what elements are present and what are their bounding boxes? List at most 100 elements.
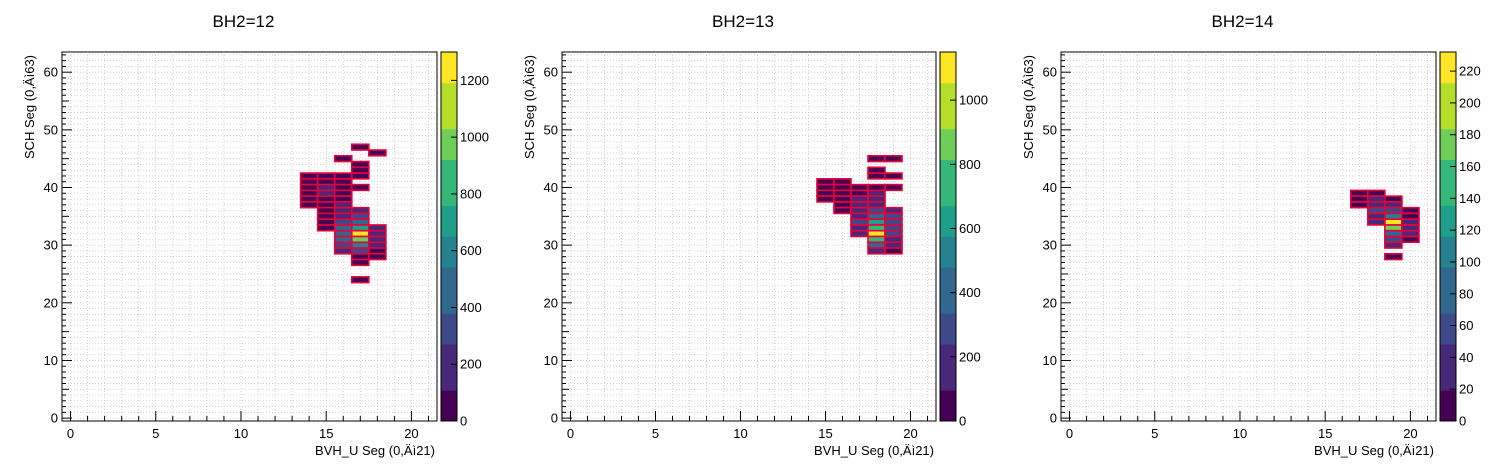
heatmap-cells	[1349, 189, 1420, 261]
color-bar: 0 200 400 600 800 1000	[939, 51, 988, 429]
color-bar-band	[1440, 67, 1456, 84]
color-bar-tick-label: 1200	[460, 73, 489, 88]
color-bar-band	[940, 267, 956, 284]
heatmap-cell	[368, 241, 387, 249]
heatmap-cell	[1384, 241, 1403, 249]
color-bar-band	[441, 98, 457, 114]
heatmap-cell	[299, 201, 319, 209]
y-tick-label: 0	[51, 411, 58, 426]
y-tick-label: 40	[544, 180, 558, 195]
heatmap-cells	[816, 154, 903, 255]
color-bar-tick-label: 0	[460, 414, 467, 429]
x-axis: 0 5 10 15 20	[1066, 411, 1428, 441]
color-bar-band	[441, 236, 457, 253]
heatmap-cell	[884, 235, 903, 244]
y-axis-label: SCH Seg (0,Äì63)	[1021, 55, 1036, 159]
color-bar-band	[1440, 175, 1456, 191]
heatmap-cell	[333, 229, 353, 238]
color-bar-band	[1440, 98, 1456, 114]
heatmap-cell	[816, 178, 835, 186]
heatmap-cell	[884, 229, 903, 238]
heatmap-cell	[333, 241, 353, 249]
x-tick-label: 10	[733, 426, 747, 441]
grid-lines	[562, 52, 936, 421]
heatmap-cell	[867, 195, 886, 203]
heatmap-cells	[299, 143, 387, 284]
heatmap-cell	[350, 276, 370, 284]
heatmap-cell	[867, 206, 886, 215]
y-axis: 0 10 20 30 40 50 60	[44, 54, 72, 426]
heatmap-cell	[1384, 252, 1403, 261]
heatmap-cell	[850, 183, 869, 192]
chart-title: BH2=14	[1212, 12, 1274, 31]
heatmap-cell	[867, 189, 886, 197]
heatmap-cell	[316, 195, 336, 203]
x-axis: 0 5 10 15 20	[567, 411, 928, 441]
heatmap-cell	[333, 201, 353, 209]
color-bar-tick-label: 1000	[460, 130, 489, 145]
color-bar-band	[441, 267, 457, 284]
y-tick-label: 40	[44, 180, 58, 195]
heatmap-cell	[867, 241, 886, 249]
color-bar-band	[441, 328, 457, 345]
color-bar-band	[940, 221, 956, 237]
heatmap-cell	[350, 206, 370, 215]
color-bar-band	[441, 251, 457, 268]
x-tick-label: 20	[404, 426, 418, 441]
color-bar-band	[441, 390, 457, 407]
heatmap-cell	[833, 201, 852, 209]
x-tick-label: 0	[1066, 426, 1073, 441]
heatmap-cell	[350, 212, 370, 221]
heatmap-cell	[333, 224, 353, 232]
color-bar-band	[441, 128, 457, 145]
color-bar-band	[1440, 113, 1456, 130]
heatmap-cell	[299, 189, 319, 197]
heatmap-cell	[299, 172, 319, 180]
heatmap-cell	[350, 258, 370, 267]
color-bar-tick-label: 800	[959, 157, 981, 172]
color-bar-band	[1440, 159, 1456, 176]
heatmap-cell	[850, 189, 869, 197]
heatmap-cell	[350, 235, 370, 244]
heatmap-cell	[333, 183, 353, 192]
color-bar-band	[940, 298, 956, 314]
color-bar-band	[1440, 205, 1456, 222]
heatmap-cell	[350, 172, 370, 180]
heatmap-cell	[867, 235, 886, 244]
x-tick-label: 0	[67, 426, 74, 441]
heatmap-cell	[1349, 189, 1369, 197]
y-tick-label: 20	[44, 295, 58, 310]
heatmap-cell	[350, 218, 370, 226]
heatmap-cell	[816, 189, 835, 197]
color-bar-tick-label: 200	[1459, 95, 1481, 110]
x-axis: 0 5 10 15 20	[67, 411, 429, 441]
heatmap-cell	[350, 229, 370, 238]
color-bar-band	[441, 359, 457, 376]
heatmap-cell	[1401, 235, 1420, 244]
color-bar-band	[1440, 52, 1456, 68]
color-bar-band	[1440, 344, 1456, 360]
color-bar-band	[940, 251, 956, 268]
x-tick-label: 20	[1403, 426, 1417, 441]
heatmap-cell	[1384, 235, 1403, 244]
heatmap-cell	[350, 183, 370, 192]
color-bar-band	[1440, 298, 1456, 314]
color-bar-band	[441, 298, 457, 314]
heatmap-cell	[816, 183, 835, 192]
color-bar-tick-label: 400	[460, 300, 482, 315]
heatmap-cell	[1384, 206, 1403, 215]
heatmap-cell	[867, 247, 886, 255]
heatmap-cell	[350, 241, 370, 249]
x-axis-label: BVH_U Seg (0,Äì21)	[1314, 443, 1434, 458]
color-bar-tick-label: 200	[959, 349, 981, 364]
color-bar-band	[940, 52, 956, 68]
heatmap-cell	[1384, 229, 1403, 238]
heatmap-cell	[1384, 218, 1403, 226]
x-tick-label: 5	[652, 426, 659, 441]
color-bar-band	[441, 405, 457, 422]
color-bar-band	[1440, 328, 1456, 345]
color-bar-band	[1440, 374, 1456, 391]
heatmap-cell	[833, 189, 852, 197]
